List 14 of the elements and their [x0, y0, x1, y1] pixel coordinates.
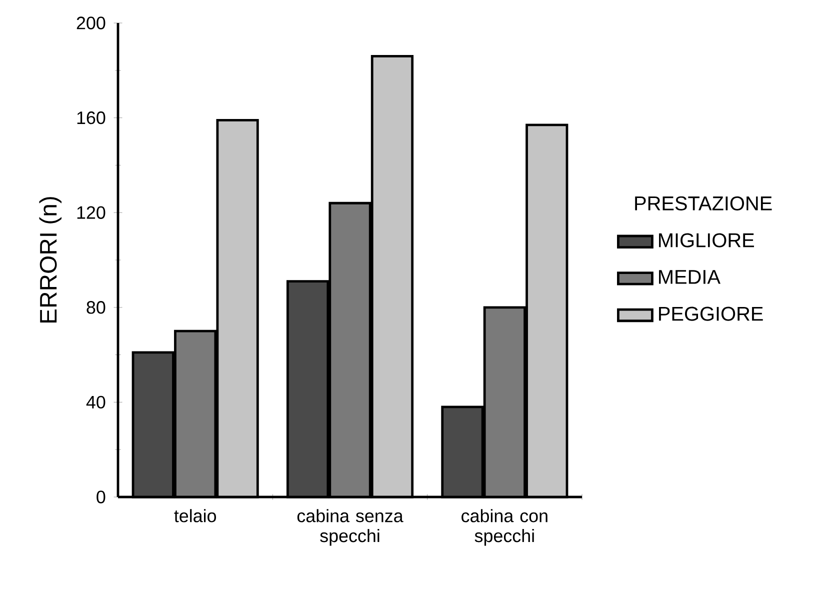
y-tick-label: 120	[77, 206, 106, 219]
legend-label: PEGGIORE	[659, 306, 763, 321]
legend-title: PRESTAZIONE	[635, 196, 772, 210]
y-tick-label: 200	[76, 16, 106, 30]
y-axis-title: ERRORI (n)	[39, 197, 62, 322]
y-tick-label: 40	[86, 396, 106, 409]
y-tick-label: 80	[86, 301, 106, 314]
legend-label: MEDIA	[659, 270, 720, 284]
x-tick-label: cabina senza specchi	[297, 509, 404, 546]
legend-label: MIGLIORE	[659, 233, 754, 248]
y-tick-label: 0	[96, 490, 106, 504]
x-tick-label: telaio	[174, 509, 216, 522]
x-tick-label: cabina con specchi	[462, 509, 548, 546]
y-tick-label: 160	[77, 111, 106, 124]
